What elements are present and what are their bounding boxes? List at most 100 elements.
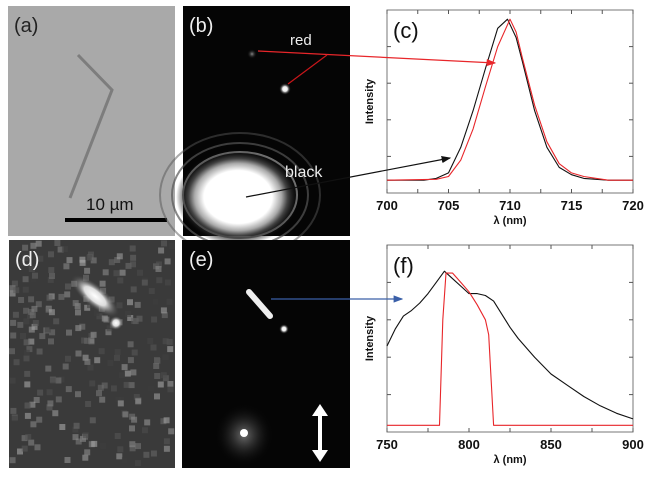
speckle: [52, 410, 59, 417]
x-axis-label: λ (nm): [494, 454, 527, 466]
speckle: [133, 393, 140, 400]
speckle: [49, 329, 56, 336]
speckle: [22, 286, 29, 293]
speckle: [98, 348, 105, 355]
speckle: [23, 339, 30, 346]
speckle: [31, 305, 38, 312]
speckle: [22, 255, 29, 262]
speckle: [130, 254, 137, 261]
speckle: [32, 272, 38, 279]
speckle: [89, 380, 96, 387]
speckle: [87, 364, 94, 371]
defocused-spot-core: [240, 429, 248, 437]
speckle: [18, 297, 25, 303]
speckle: [11, 280, 18, 287]
speckle: [121, 364, 128, 371]
panel-label-b: (b): [189, 15, 213, 37]
x-tick-label: 900: [622, 437, 644, 452]
speckle: [90, 331, 97, 338]
x-tick-label: 850: [540, 437, 562, 452]
speckle: [37, 255, 44, 262]
speckle: [28, 266, 35, 273]
speckle: [127, 315, 134, 321]
speckle: [130, 369, 137, 376]
speckle: [161, 240, 167, 247]
speckle: [47, 276, 54, 283]
speckle: [164, 258, 171, 265]
speckle: [154, 393, 160, 400]
speckle: [110, 385, 117, 392]
speckle: [96, 390, 102, 397]
speckle: [30, 276, 37, 283]
speckle: [65, 283, 71, 290]
speckle: [136, 315, 143, 322]
speckle: [28, 296, 35, 303]
speckle: [75, 325, 82, 332]
speckle: [94, 357, 101, 364]
speckle: [97, 384, 104, 391]
speckle: [167, 381, 174, 387]
x-tick-label: 710: [499, 198, 521, 213]
speckle: [72, 426, 79, 433]
speckle: [164, 279, 171, 286]
speckle: [101, 315, 108, 322]
speckle: [9, 285, 16, 292]
speckle: [130, 261, 136, 268]
speckle: [48, 309, 55, 316]
speckle: [75, 438, 82, 445]
series-black-line: [387, 18, 633, 181]
speckle: [135, 460, 141, 467]
emission-end-d: [109, 316, 123, 330]
speckle: [105, 329, 112, 336]
speckle: [129, 245, 136, 252]
annotation-arrows: [245, 50, 497, 303]
speckle: [114, 349, 121, 356]
speckle: [129, 441, 136, 448]
speckle: [99, 280, 106, 287]
speckle: [84, 449, 91, 456]
y-axis-label: Intensity: [364, 78, 376, 124]
speckle: [90, 257, 97, 264]
speckle: [23, 349, 30, 356]
speckle: [37, 389, 44, 396]
emission-rod-e: [246, 289, 273, 319]
speckle: [62, 363, 69, 370]
series-black-line: [386, 270, 634, 420]
speckle: [89, 417, 96, 424]
speckle: [9, 348, 15, 355]
speckle: [10, 319, 17, 326]
speckle: [22, 276, 29, 283]
panel-e: (e): [182, 240, 350, 468]
speckle: [134, 301, 141, 308]
speckle: [135, 443, 141, 450]
speckle: [61, 246, 68, 253]
speckle: [154, 357, 161, 364]
panel-d: (d): [9, 240, 175, 468]
speckle: [168, 243, 175, 250]
speckle: [44, 326, 51, 333]
speckle: [99, 396, 106, 403]
speckle: [114, 257, 121, 263]
speckle: [150, 344, 157, 351]
speckle: [114, 433, 121, 439]
speckle: [80, 435, 86, 442]
speckle: [65, 355, 71, 362]
speckle: [84, 267, 91, 274]
speckle: [45, 365, 52, 372]
speckle: [121, 457, 128, 464]
speckle: [54, 240, 61, 246]
speckle: [17, 448, 23, 455]
speckle: [137, 269, 143, 276]
speckle: [75, 391, 81, 398]
speckle: [35, 301, 42, 308]
speckle: [30, 421, 37, 428]
speckle: [166, 298, 173, 305]
red-arrow-main: [257, 50, 497, 67]
speckle: [64, 291, 71, 298]
speckle: [24, 370, 31, 377]
speckle: [33, 397, 40, 403]
speckle: [59, 424, 66, 430]
speckle: [131, 416, 138, 423]
speckle: [79, 323, 86, 330]
speckle: [124, 370, 131, 377]
